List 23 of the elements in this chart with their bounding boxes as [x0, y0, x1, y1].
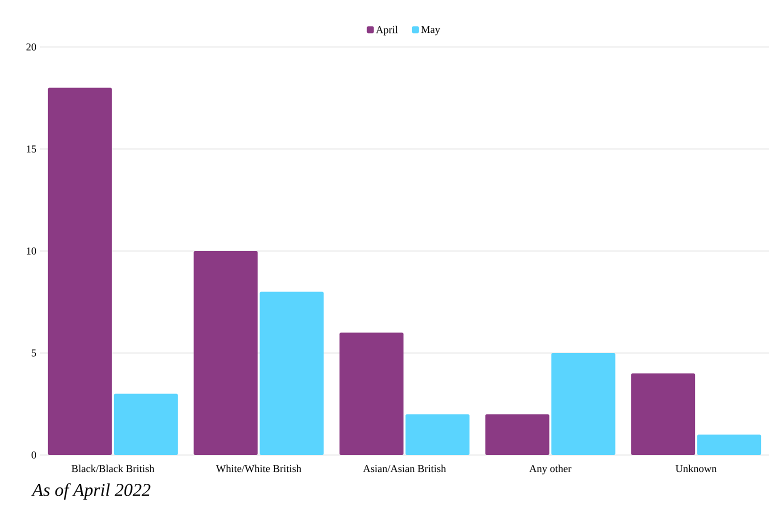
bar	[485, 414, 550, 455]
text: As of April 2022	[31, 483, 150, 500]
bar	[340, 332, 404, 455]
bar	[48, 88, 112, 455]
bar	[697, 434, 762, 455]
y-tick-label: 10	[26, 247, 36, 255]
x-tick-label: Unknown	[676, 464, 717, 472]
x-tick-label: Asian/Asian British	[363, 464, 446, 472]
bar	[631, 373, 696, 455]
y-tick-label: 15	[26, 145, 36, 153]
x-tick-label: White/White British	[216, 464, 302, 472]
legend-label: April	[376, 26, 398, 36]
bar	[114, 394, 178, 455]
bar	[260, 292, 324, 455]
bar	[194, 251, 258, 455]
x-tick-label: Black/Black British	[72, 464, 154, 472]
y-tick-label: 20	[26, 43, 36, 51]
legend-label: May	[421, 26, 440, 36]
y-tick-label: 0	[32, 451, 36, 459]
bar	[406, 414, 470, 455]
bar	[551, 353, 616, 455]
x-tick-label: Any other	[529, 464, 572, 474]
y-tick-label: 5	[32, 350, 36, 356]
